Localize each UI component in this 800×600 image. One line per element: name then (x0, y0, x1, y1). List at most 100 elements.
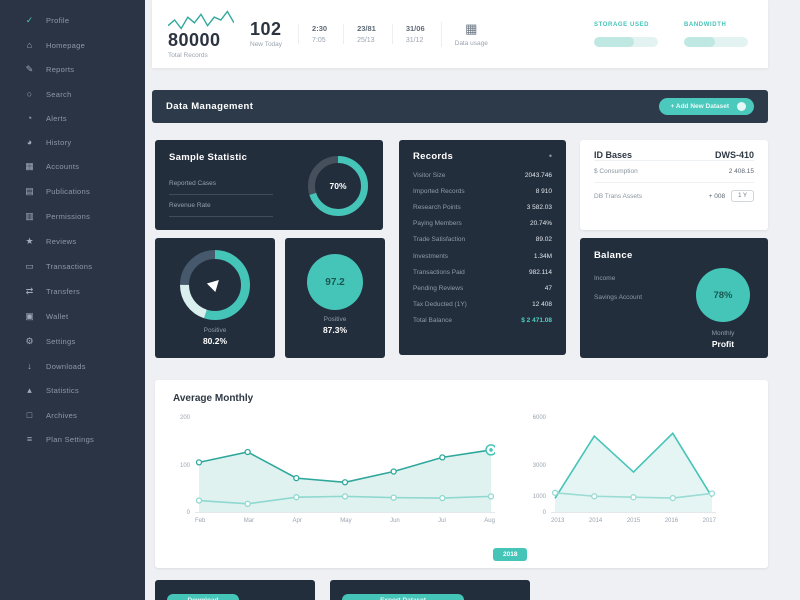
x-tick-label: 2015 (626, 518, 641, 524)
chart-icon: ▴ (27, 385, 32, 395)
sidebar-item-label: Downloads (46, 361, 86, 371)
progress-label: STORAGE USED (594, 21, 650, 28)
data-point (439, 454, 446, 461)
x-tick-label: 2017 (702, 518, 716, 524)
metric-value: 8 910 (535, 187, 552, 195)
allocation-donut-card: Positive 80.2% (155, 238, 275, 358)
sidebar-item-settings[interactable]: ⚙ Settings (0, 329, 145, 354)
metric-value: 89.02 (535, 236, 552, 244)
sidebar-item-transactions[interactable]: ▭ Transactions (0, 254, 145, 279)
data-point (708, 490, 716, 497)
add-dataset-button[interactable]: + Add New Dataset (658, 98, 754, 115)
sidebar-item-reports[interactable]: ✎ Reports (0, 57, 145, 82)
x-axis: 2013 2014 2015 2016 2017 (551, 518, 716, 524)
metric-label: Trade Satisfaction (413, 236, 466, 244)
progress-fill (684, 36, 715, 47)
sidebar-item-label: Archives (46, 410, 78, 420)
bandwidth-progress-bar (684, 36, 748, 47)
data-point (244, 448, 251, 456)
gauge-segment (180, 250, 250, 320)
metric-row: Total Balance $ 2 471.08 (413, 313, 552, 329)
sidebar-item-plan-settings[interactable]: ≡ Plan Settings (0, 427, 145, 451)
sidebar-item-publications[interactable]: ▤ Publications (0, 179, 145, 204)
gauge-segment (308, 156, 368, 216)
button-dot-icon (737, 102, 746, 111)
export-button[interactable]: Export Dataset (342, 594, 464, 600)
sidebar-item-label: Statistics (46, 386, 80, 395)
balance-card: Balance Income Savings Account 78% Month… (580, 238, 768, 358)
pencil-icon: ✎ (25, 64, 34, 74)
sidebar-item-history[interactable]: ◕ History (0, 130, 145, 154)
chart-canvas (195, 444, 495, 513)
sidebar-item-label: Publications (46, 187, 91, 196)
search-icon: ○ (26, 89, 33, 99)
sidebar-item-alerts[interactable]: ◔ Alerts (0, 106, 145, 130)
sidebar-item-label: Settings (46, 337, 76, 346)
metric-value: 2043.746 (524, 171, 552, 179)
metric-label: Research Points (413, 203, 461, 211)
y-tick-label: 100 (179, 462, 190, 469)
metric-row: Paying Members 20.74% (413, 216, 552, 232)
progress-fill (594, 36, 634, 47)
data-point (244, 500, 251, 507)
data-point (195, 459, 203, 466)
data-point (390, 494, 397, 501)
stat-new-today: 102 New Today (250, 20, 282, 48)
sidebar-item-reviews[interactable]: ★ Reviews (0, 229, 145, 254)
sidebar-item-search[interactable]: ○ Search (0, 82, 145, 106)
add-dataset-button-label: + Add New Dataset (670, 103, 729, 110)
stat-total-records: 80000 Total Records (168, 9, 234, 59)
data-point (293, 474, 300, 482)
clock-icon: ◕ (26, 137, 33, 147)
card-icon: ▭ (25, 261, 34, 271)
sidebar-item-statistics[interactable]: ▴ Statistics (0, 378, 145, 403)
transfer-icon: ⇄ (25, 286, 34, 296)
sidebar-item-transfers[interactable]: ⇄ Transfers (0, 279, 145, 304)
bottom-card-export: Export Dataset (330, 580, 530, 600)
sliders-icon: ≡ (26, 434, 33, 444)
metric-row: Visitor Size 2043.746 (413, 167, 552, 183)
sample-rows: Reported Cases Revenue Rate (169, 173, 273, 217)
score-caption: Positive (323, 316, 347, 323)
y-tick-label: 1000 (532, 494, 546, 501)
metric-value: 1.34M (533, 252, 552, 260)
progress-storage: STORAGE USED (594, 22, 658, 47)
card-title: Sample Statistic (169, 152, 248, 163)
mini-stat-line2: 25/13 (357, 37, 375, 44)
check-icon: ✓ (25, 15, 34, 25)
year-filter-button[interactable]: 2018 (493, 548, 528, 561)
x-tick-label: Feb (195, 518, 206, 524)
sidebar-item-accounts[interactable]: ▦ Accounts (0, 154, 145, 179)
sidebar-item-profile[interactable]: ✓ Profile (0, 8, 145, 33)
allocation-value: 80.2% (202, 336, 228, 346)
sidebar-item-wallet[interactable]: ▣ Wallet (0, 304, 145, 329)
y-axis: 6000 3000 1000 0 (529, 415, 551, 516)
metric-value: 3 582.03 (526, 203, 552, 211)
wallet-icon: ▣ (25, 311, 34, 321)
sidebar-item-archives[interactable]: □ Archives (0, 403, 145, 427)
download-icon: ↓ (27, 361, 32, 371)
data-point (487, 493, 495, 500)
id-bases-card: ID Bases DWS-410 $ Consumption 2 408.15 … (580, 140, 768, 230)
progress-bandwidth: BANDWIDTH (684, 22, 748, 47)
menu-dot-icon[interactable]: • (548, 151, 552, 161)
metric-value: 12 408 (532, 301, 552, 309)
data-point (341, 493, 349, 500)
mini-stat-line2: 7:05 (312, 37, 326, 44)
charts-panel: Average Monthly 200 100 0 Feb Mar Apr May Jun Ju… (155, 380, 768, 568)
download-button[interactable]: Download (167, 594, 239, 600)
mini-stat-periods: 31/06 31/12 (391, 24, 425, 44)
period-button[interactable]: 1 Y (731, 190, 754, 202)
sidebar-item-downloads[interactable]: ↓ Downloads (0, 354, 145, 378)
sidebar-item-homepage[interactable]: ⌂ Homepage (0, 33, 145, 57)
sidebar-item-permissions[interactable]: ▥ Permissions (0, 204, 145, 229)
sample-statistic-card: Sample Statistic Reported Cases Revenue … (155, 140, 383, 230)
metric-rows: Visitor Size 2043.746 Imported Records 8 91… (413, 167, 552, 329)
data-point (551, 489, 559, 496)
y-tick-label: 3000 (532, 462, 546, 469)
sparkline-path (168, 10, 234, 30)
sidebar-item-label: Reports (46, 65, 75, 74)
detail-label: $ Consumption (594, 168, 638, 175)
stat-label: New Today (250, 40, 283, 48)
